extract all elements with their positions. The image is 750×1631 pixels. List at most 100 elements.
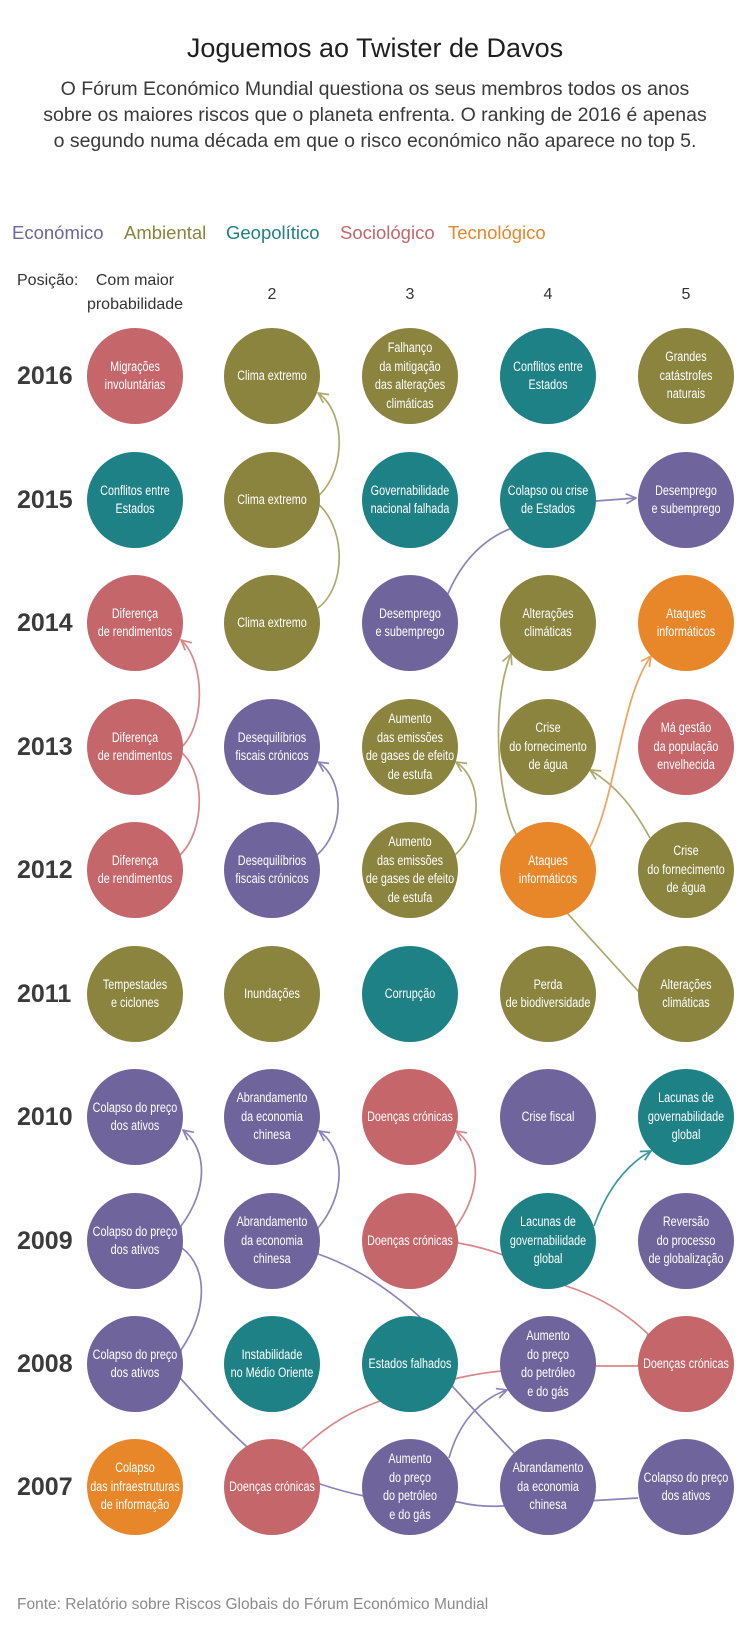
- connector-lacunas-governabilidade: [593, 1151, 651, 1227]
- risk-circle: Crise do fornecimento de água: [638, 822, 734, 918]
- risk-circle: Aumento das emissões de gases de efeito …: [362, 822, 458, 918]
- year-label: 2016: [17, 362, 73, 390]
- risk-circle: Instabilidade no Médio Oriente: [224, 1316, 320, 1412]
- risk-circle: Clima extremo: [224, 328, 320, 424]
- risk-circle: Aumento das emissões de gases de efeito …: [362, 699, 458, 795]
- year-label: 2015: [17, 486, 73, 514]
- risk-circle: Estados falhados: [362, 1316, 458, 1412]
- risk-label: Alterações climáticas: [660, 976, 712, 1011]
- year-label: 2013: [17, 733, 73, 761]
- risk-circle: Lacunas de governabilidade global: [500, 1193, 596, 1289]
- legend-tecnologico: Tecnológico: [448, 222, 546, 243]
- risk-label: Aumento das emissões de gases de efeito …: [365, 834, 455, 905]
- page-description: O Fórum Económico Mundial questiona os s…: [43, 78, 707, 152]
- risk-label: Má gestão da população envelhecida: [653, 720, 719, 773]
- risk-circle: Doenças crónicas: [362, 1193, 458, 1289]
- connector-petroleo: [448, 1390, 507, 1459]
- risk-circle: Doenças crónicas: [638, 1316, 734, 1412]
- risk-circle: Clima extremo: [224, 452, 320, 548]
- risk-label: Doenças crónicas: [643, 1355, 729, 1371]
- risk-label: Desemprego e subemprego: [651, 482, 721, 517]
- risk-circle: Má gestão da população envelhecida: [638, 699, 734, 795]
- connector-emissoes: [455, 762, 477, 856]
- risk-label: Ataques informáticos: [656, 605, 716, 640]
- risk-label: Abrandamento da economia chinesa: [236, 1214, 308, 1267]
- risk-label: Colapso do preço dos ativos: [92, 1346, 178, 1381]
- risk-circle: Abrandamento da economia chinesa: [224, 1069, 320, 1165]
- risk-label: Abrandamento da economia chinesa: [512, 1460, 584, 1513]
- risk-circle: Aumento do preço do petróleo e do gás: [362, 1439, 458, 1535]
- risk-circle: Tempestades e ciclones: [87, 946, 183, 1042]
- risk-circle: Migrações involuntárias: [87, 328, 183, 424]
- risk-label: Doenças crónicas: [229, 1478, 315, 1494]
- risk-label: Aumento do preço do petróleo e do gás: [382, 1451, 438, 1522]
- risk-circle: Abrandamento da economia chinesa: [224, 1193, 320, 1289]
- risk-label: Diferença de rendimentos: [97, 729, 173, 764]
- risk-label: Reversão do processo de globalização: [648, 1214, 724, 1267]
- risk-circle: Lacunas de governabilidade global: [638, 1069, 734, 1165]
- risk-circle: Reversão do processo de globalização: [638, 1193, 734, 1289]
- connector-crise-agua: [590, 770, 651, 839]
- source-note: Fonte: Relatório sobre Riscos Globais do…: [17, 1596, 489, 1613]
- risk-circle: Colapso ou crise de Estados: [500, 452, 596, 548]
- risk-label: Doenças crónicas: [367, 1232, 453, 1248]
- risk-label: Clima extremo: [237, 491, 307, 507]
- risk-label: Estados falhados: [368, 1355, 452, 1371]
- risk-label: Colapso do preço dos ativos: [92, 1223, 178, 1258]
- risk-label: Ataques informáticos: [518, 852, 578, 887]
- risk-circle: Perda de biodiversidade: [500, 946, 596, 1042]
- risk-label: Desemprego e subemprego: [375, 605, 445, 640]
- risk-label: Crise do fornecimento de água: [647, 843, 725, 896]
- risk-label: Conflitos entre Estados: [513, 358, 583, 393]
- risk-circle: Desequilíbrios fiscais crónicos: [224, 699, 320, 795]
- risk-circle: Grandes catástrofes naturais: [638, 328, 734, 424]
- risk-label: Alterações climáticas: [522, 605, 574, 640]
- risk-circle: Colapso do preço dos ativos: [87, 1193, 183, 1289]
- risk-circle: Diferença de rendimentos: [87, 575, 183, 671]
- risk-label: Clima extremo: [237, 367, 307, 383]
- risk-label: Colapso ou crise de Estados: [507, 482, 589, 517]
- column-label-5: 5: [681, 286, 691, 303]
- column-label-3: 3: [405, 286, 415, 303]
- year-label: 2012: [17, 856, 73, 884]
- risk-circle: Colapso do preço dos ativos: [87, 1316, 183, 1412]
- risk-circle: Corrupção: [362, 946, 458, 1042]
- risk-label: Aumento das emissões de gases de efeito …: [365, 711, 455, 782]
- position-label: Posição:: [17, 272, 79, 289]
- risk-circle: Doenças crónicas: [224, 1439, 320, 1535]
- risk-circle: Crise fiscal: [500, 1069, 596, 1165]
- risk-circle: Governabilidade nacional falhada: [362, 452, 458, 548]
- year-label: 2011: [17, 980, 72, 1008]
- risk-label: Doenças crónicas: [367, 1108, 453, 1124]
- risk-circle: Doenças crónicas: [362, 1069, 458, 1165]
- risk-label: Clima extremo: [237, 614, 307, 630]
- risk-label: Aumento do preço do petróleo e do gás: [520, 1328, 576, 1399]
- risk-label: Lacunas de governabilidade global: [647, 1090, 725, 1143]
- risk-circle: Alterações climáticas: [638, 946, 734, 1042]
- column-label-4: 4: [543, 286, 553, 303]
- risk-circle: Desemprego e subemprego: [638, 452, 734, 548]
- risk-label: Inundações: [244, 985, 300, 1001]
- risk-circle: Abrandamento da economia chinesa: [500, 1439, 596, 1535]
- risk-label: Lacunas de governabilidade global: [509, 1214, 587, 1267]
- risk-circle: Clima extremo: [224, 575, 320, 671]
- risk-circle: Colapso das infraestruturas de informaçã…: [87, 1439, 183, 1535]
- risk-label: Desequilíbrios fiscais crónicos: [235, 729, 309, 764]
- risk-circle: Inundações: [224, 946, 320, 1042]
- page-title: Joguemos ao Twister de Davos: [186, 33, 564, 63]
- risk-circle: Falhanço da mitigação das alterações cli…: [362, 328, 458, 424]
- year-label: 2014: [17, 609, 73, 637]
- connector-ataques-informaticos: [589, 656, 651, 848]
- risk-circle: Diferença de rendimentos: [87, 822, 183, 918]
- column-label-2: 2: [267, 286, 277, 303]
- risk-label: Tempestades e ciclones: [102, 976, 168, 1011]
- risk-label: Colapso das infraestruturas de informaçã…: [90, 1460, 180, 1513]
- risk-label: Colapso do preço dos ativos: [92, 1099, 178, 1134]
- risk-label: Colapso do preço dos ativos: [643, 1469, 729, 1504]
- risk-label: Instabilidade no Médio Oriente: [230, 1346, 314, 1381]
- connector-desequilibrios: [317, 762, 339, 856]
- risk-circle: Conflitos entre Estados: [87, 452, 183, 548]
- column-label-1: Com maior probabilidade: [86, 272, 184, 313]
- risk-circle: Colapso do preço dos ativos: [638, 1439, 734, 1535]
- risk-circle: Crise do fornecimento de água: [500, 699, 596, 795]
